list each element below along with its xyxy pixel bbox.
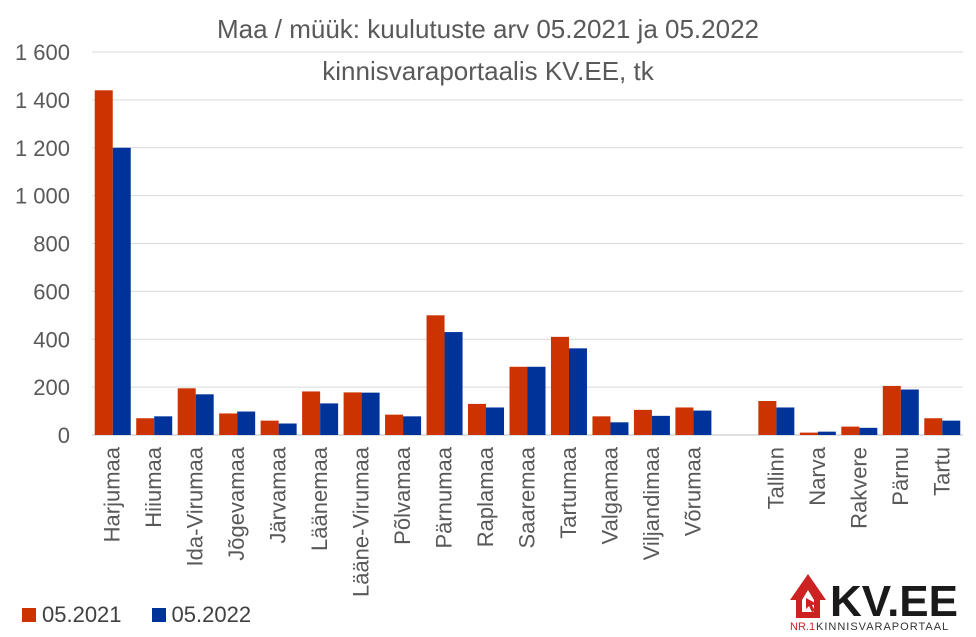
bar-2022	[444, 332, 463, 435]
bar-2022	[776, 407, 795, 435]
y-axis: 0 200 400 600 800 1 000 1 200 1 400 1 600	[15, 40, 70, 448]
bar-2021	[799, 432, 818, 435]
bar-2021	[385, 414, 404, 435]
bar-2021	[94, 90, 113, 436]
x-tick-label: Pärnumaa	[432, 446, 457, 548]
x-tick-label: Ida-Virumaa	[183, 446, 208, 566]
bar-2021	[882, 385, 901, 435]
x-tick-label: Valgamaa	[597, 446, 622, 544]
legend-item-2022: 05.2022	[151, 602, 252, 628]
logo-brand: KV.EE	[830, 577, 958, 626]
chart-subtitle: kinnisvaraportaalis KV.EE, tk	[322, 56, 654, 86]
x-tick-label: Pärnu	[888, 447, 913, 506]
legend-label-2021: 05.2021	[42, 602, 122, 627]
bar-2022	[900, 389, 919, 435]
bar-2022	[403, 416, 422, 435]
bars	[94, 90, 961, 436]
bar-2021	[302, 391, 321, 435]
bar-2022	[527, 366, 546, 435]
bar-2021	[219, 413, 238, 435]
x-tick-label: Rakvere	[846, 447, 871, 529]
y-tick-label: 1 400	[15, 88, 70, 113]
bar-2022	[693, 410, 712, 435]
y-tick-label: 400	[33, 327, 70, 352]
bar-2021	[260, 420, 279, 435]
bar-2022	[942, 420, 961, 435]
y-tick-label: 600	[33, 279, 70, 304]
y-tick-label: 1 600	[15, 40, 70, 65]
x-tick-label: Raplamaa	[473, 446, 498, 547]
bar-2022	[195, 394, 214, 435]
logo-tagline-prefix: NR.1	[790, 621, 815, 633]
bar-2021	[343, 392, 362, 435]
y-tick-label: 800	[33, 232, 70, 257]
legend-item-2021: 05.2021	[22, 602, 122, 628]
bar-2021	[550, 336, 569, 435]
x-tick-label: Narva	[805, 446, 830, 505]
y-tick-label: 1 200	[15, 136, 70, 161]
bar-2021	[426, 315, 445, 435]
house-icon	[790, 574, 826, 618]
kv-ee-logo[interactable]: KV.EE NR.1 KINNISVARAPORTAAL	[786, 570, 974, 634]
x-tick-label: Tallinn	[763, 447, 788, 509]
bar-2022	[320, 403, 339, 435]
x-tick-label: Võrumaa	[680, 446, 705, 536]
legend: 05.2021 05.2022	[22, 602, 281, 628]
logo-tagline: KINNISVARAPORTAAL	[816, 621, 949, 633]
x-tick-label: Põlvamaa	[390, 446, 415, 545]
bar-2022	[154, 416, 173, 435]
bar-2022	[859, 427, 878, 435]
bar-2021	[592, 416, 611, 435]
gridlines	[92, 51, 963, 436]
y-tick-label: 0	[58, 423, 70, 448]
bar-2022	[237, 411, 256, 435]
x-tick-label: Saaremaa	[515, 446, 540, 548]
bar-2022	[610, 422, 629, 435]
legend-swatch-2022	[151, 608, 166, 622]
bar-2021	[758, 401, 777, 435]
bar-2021	[509, 366, 528, 435]
x-tick-label: Järvamaa	[266, 446, 291, 543]
bar-2021	[468, 403, 487, 435]
x-tick-label: Läänemaa	[307, 446, 332, 551]
bar-2022	[112, 147, 131, 435]
y-tick-label: 1 000	[15, 184, 70, 209]
x-tick-label: Viljandimaa	[639, 446, 664, 560]
x-tick-label: Jõgevamaa	[224, 446, 249, 561]
legend-swatch-2021	[22, 608, 36, 622]
legend-label-2022: 05.2022	[171, 602, 252, 627]
bar-2022	[651, 415, 670, 435]
bar-2022	[361, 392, 380, 435]
bar-2022	[278, 423, 297, 435]
x-tick-label: Tartumaa	[556, 446, 581, 538]
x-tick-label: Tartu	[929, 447, 954, 496]
chart-title: Maa / müük: kuulutuste arv 05.2021 ja 05…	[217, 14, 759, 44]
x-tick-label: Lääne-Virumaa	[349, 446, 374, 597]
bar-2021	[633, 409, 652, 435]
bar-2021	[136, 418, 155, 435]
y-tick-label: 200	[33, 375, 70, 400]
bar-2021	[675, 407, 694, 435]
bar-2021	[841, 426, 860, 435]
x-tick-label: Harjumaa	[100, 446, 125, 542]
bar-2021	[924, 418, 943, 435]
x-axis: Harjumaa Hiiumaa Ida-Virumaa Jõgevamaa Järva…	[100, 446, 955, 597]
bar-2022	[817, 431, 836, 435]
bar-2021	[177, 388, 196, 435]
bar-2022	[568, 348, 587, 435]
bar-2022	[486, 407, 505, 435]
x-tick-label: Hiiumaa	[141, 446, 166, 527]
